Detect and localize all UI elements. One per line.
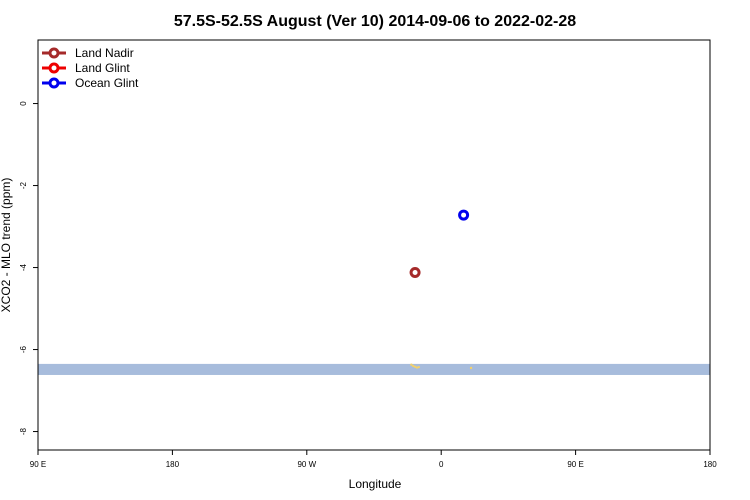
x-axis-label: Longitude: [349, 477, 402, 491]
x-tick-label: 90 W: [297, 460, 316, 469]
legend-label: Land Nadir: [75, 46, 134, 60]
land-marks-layer: [410, 363, 473, 370]
y-axis: 0 -2 -4 -6 -8: [19, 101, 38, 435]
legend-label: Ocean Glint: [75, 76, 139, 90]
data-point: [458, 209, 470, 221]
land-band: [38, 363, 710, 375]
land-band-layer: [38, 363, 710, 375]
land-mark: [413, 365, 417, 368]
chart-title: 57.5S-52.5S August (Ver 10) 2014-09-06 t…: [174, 13, 576, 30]
legend-marker: [48, 77, 60, 89]
y-tick-label: -8: [19, 427, 28, 435]
data-point: [409, 266, 421, 278]
data-points-layer: [409, 209, 470, 278]
legend-marker: [48, 47, 60, 59]
x-tick-label: 180: [166, 460, 180, 469]
land-mark: [410, 363, 413, 366]
x-tick-label: 180: [703, 460, 717, 469]
y-tick-label: -6: [19, 345, 28, 353]
land-mark: [415, 366, 419, 369]
x-tick-label: 0: [439, 460, 444, 469]
land-mark: [469, 366, 473, 370]
land-mark: [417, 365, 420, 369]
y-tick-label: 0: [19, 101, 28, 106]
x-axis: 90 E 180 90 W 0 90 E 180: [30, 450, 717, 469]
legend-label: Land Glint: [75, 61, 130, 75]
y-tick-label: -2: [19, 181, 28, 189]
plot-frame: [37, 39, 711, 451]
land-mark: [412, 364, 415, 368]
x-tick-label: 90 E: [30, 460, 46, 469]
x-tick-label: 90 E: [567, 460, 583, 469]
legend-marker: [48, 62, 60, 74]
y-tick-label: -4: [19, 263, 28, 271]
y-axis-label: XCO2 - MLO trend (ppm): [0, 178, 13, 313]
